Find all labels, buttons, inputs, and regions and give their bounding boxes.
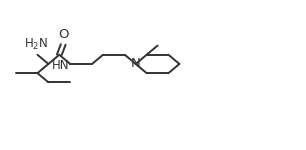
Text: H$_2$N: H$_2$N xyxy=(24,37,48,52)
Text: O: O xyxy=(58,28,69,41)
Text: HN: HN xyxy=(52,59,69,72)
Text: N: N xyxy=(131,57,141,70)
